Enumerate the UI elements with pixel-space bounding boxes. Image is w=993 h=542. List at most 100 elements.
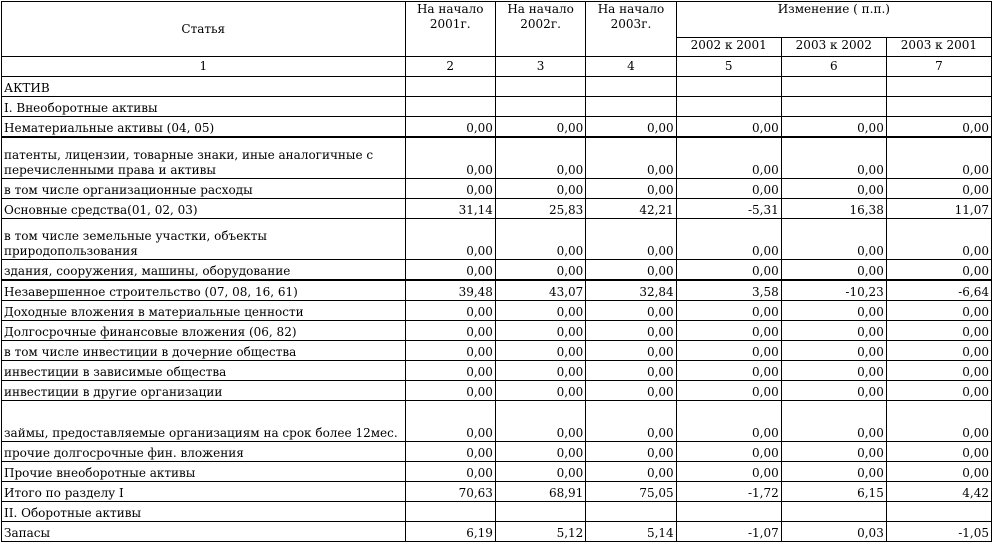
value-cell: 0,00 [885, 178, 993, 199]
row-label: АКТИВ [1, 76, 406, 97]
value-cell: 0,00 [585, 136, 677, 179]
value-cell: 0,00 [404, 340, 496, 361]
value-cell: 0,00 [675, 380, 782, 401]
value-cell: 0,00 [404, 178, 496, 199]
value-cell [585, 76, 677, 97]
value-cell: 0,00 [404, 300, 496, 321]
value-cell: 0,00 [585, 360, 677, 381]
value-cell: 0,00 [494, 218, 587, 260]
value-cell: 0,00 [494, 360, 587, 381]
value-cell: 0,00 [494, 400, 587, 442]
row-label: инвестиции в зависимые общества [1, 360, 406, 381]
value-cell: 0,00 [675, 259, 782, 281]
value-cell [780, 501, 887, 522]
value-cell: 6,19 [404, 521, 496, 542]
table-row: инвестиции в зависимые общества 0,00 0,0… [1, 360, 993, 381]
table-row: прочие долгосрочные фин. вложения 0,00 0… [1, 441, 993, 462]
value-cell: 0,00 [780, 340, 887, 361]
value-cell [494, 501, 587, 522]
value-cell: 0,00 [404, 218, 496, 260]
value-cell: 0,00 [494, 300, 587, 321]
value-cell: 68,91 [494, 481, 587, 502]
value-cell: 31,14 [404, 198, 496, 219]
index-cell: 3 [494, 56, 587, 77]
value-cell: 0,00 [494, 340, 587, 361]
table-row: инвестиции в другие организации 0,00 0,0… [1, 380, 993, 401]
value-cell: 0,00 [585, 340, 677, 361]
row-label: Нематериальные активы (04, 05) [1, 116, 406, 138]
table-row: Основные средства(01, 02, 03) 31,14 25,8… [1, 198, 993, 219]
value-cell: 4,42 [885, 481, 993, 502]
table-row: Долгосрочные финансовые вложения (06, 82… [1, 320, 993, 341]
value-cell: 0,00 [675, 340, 782, 361]
row-label: II. Оборотные активы [1, 501, 406, 522]
header-2003: На начало 2003г. [585, 1, 677, 57]
value-cell: 39,48 [404, 279, 496, 301]
value-cell [585, 501, 677, 522]
value-cell: 0,00 [885, 441, 993, 462]
value-cell: 0,00 [780, 178, 887, 199]
value-cell: 0,00 [404, 320, 496, 341]
header-2002: На начало 2002г. [494, 1, 587, 57]
table-row: в том числе инвестиции в дочерние общест… [1, 340, 993, 361]
value-cell: 0,00 [780, 461, 887, 482]
value-cell: 0,00 [780, 136, 887, 179]
value-cell [404, 96, 496, 117]
header-2003-vs-2002: 2003 к 2002 [780, 37, 887, 57]
value-cell [675, 501, 782, 522]
value-cell [585, 96, 677, 117]
value-cell: 75,05 [585, 481, 677, 502]
value-cell: 0,00 [404, 360, 496, 381]
table-row: здания, сооружения, машины, оборудование… [1, 259, 993, 281]
row-label: I. Внеоборотные активы [1, 96, 406, 117]
value-cell [780, 76, 887, 97]
value-cell: 0,00 [494, 380, 587, 401]
table-row: Нематериальные активы (04, 05) 0,00 0,00… [1, 116, 993, 138]
value-cell: 0,00 [675, 300, 782, 321]
value-cell: 0,00 [585, 300, 677, 321]
value-cell: 0,00 [675, 178, 782, 199]
row-label: Основные средства(01, 02, 03) [1, 198, 406, 219]
value-cell: 0,00 [675, 461, 782, 482]
value-cell: 0,00 [585, 178, 677, 199]
value-cell: 5,12 [494, 521, 587, 542]
value-cell: 0,00 [585, 400, 677, 442]
value-cell: 0,00 [404, 441, 496, 462]
value-cell: -6,64 [885, 279, 993, 301]
value-cell: 0,00 [675, 441, 782, 462]
value-cell: 0,00 [494, 320, 587, 341]
value-cell: 0,00 [885, 360, 993, 381]
value-cell: 6,15 [780, 481, 887, 502]
value-cell: 0,00 [494, 461, 587, 482]
row-label: Долгосрочные финансовые вложения (06, 82… [1, 320, 406, 341]
value-cell: 0,00 [675, 116, 782, 138]
value-cell: 0,00 [404, 136, 496, 179]
value-cell: 0,00 [494, 136, 587, 179]
value-cell: -5,31 [675, 198, 782, 219]
value-cell: 0,00 [494, 116, 587, 138]
value-cell: 25,83 [494, 198, 587, 219]
value-cell: 0,00 [585, 461, 677, 482]
value-cell: 0,00 [885, 116, 993, 138]
row-label: инвестиции в другие организации [1, 380, 406, 401]
value-cell: 0,03 [780, 521, 887, 542]
header-change: Изменение ( п.п.) [675, 1, 993, 38]
table-row: Прочие внеоборотные активы 0,00 0,00 0,0… [1, 461, 993, 482]
table-row: Незавершенное строительство (07, 08, 16,… [1, 279, 993, 301]
value-cell [780, 96, 887, 117]
value-cell: 0,00 [404, 380, 496, 401]
value-cell: 0,00 [885, 400, 993, 442]
value-cell: 11,07 [885, 198, 993, 219]
value-cell: 0,00 [885, 218, 993, 260]
value-cell: 0,00 [780, 380, 887, 401]
table-row: I. Внеоборотные активы [1, 96, 993, 117]
value-cell: -1,07 [675, 521, 782, 542]
value-cell: 0,00 [675, 136, 782, 179]
table-row: Итого по разделу I 70,63 68,91 75,05 -1,… [1, 481, 993, 502]
value-cell: 0,00 [585, 380, 677, 401]
table-row: патенты, лицензии, товарные знаки, иные … [1, 136, 993, 179]
value-cell [675, 96, 782, 117]
row-label: здания, сооружения, машины, оборудование [1, 259, 406, 281]
value-cell: -1,05 [885, 521, 993, 542]
row-label: патенты, лицензии, товарные знаки, иные … [1, 136, 406, 179]
